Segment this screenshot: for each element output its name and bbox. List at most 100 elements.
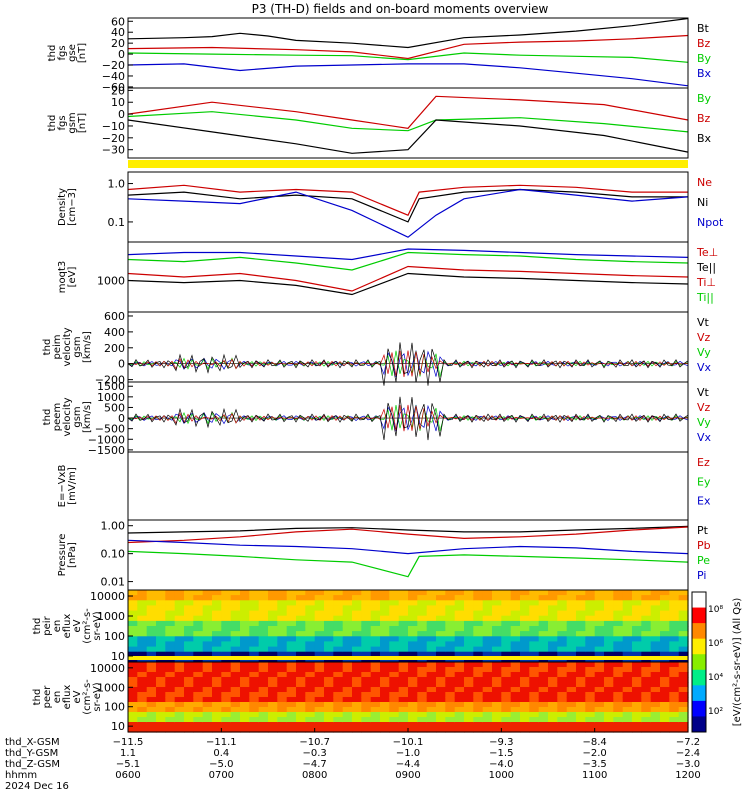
y-axis-label: [eV]	[67, 267, 78, 288]
heatmap-cell	[622, 610, 633, 617]
heatmap-cell	[146, 595, 157, 601]
heatmap-cell	[594, 672, 605, 678]
heatmap-cell	[520, 722, 530, 728]
heatmap-cell	[230, 590, 241, 596]
heatmap-cell	[426, 717, 437, 723]
heatmap-cell	[464, 620, 474, 627]
heatmap-cell	[669, 727, 680, 733]
heatmap-cell	[370, 631, 381, 637]
heatmap-cell	[342, 717, 353, 723]
heatmap-cell	[277, 610, 288, 617]
heatmap-cell	[268, 687, 278, 693]
panel-frame	[127, 381, 689, 453]
heatmap-cell	[520, 605, 530, 612]
heatmap-cell	[408, 595, 418, 601]
heatmap-cell	[408, 727, 418, 733]
heatmap-cell	[324, 677, 334, 683]
heatmap-cell	[296, 727, 306, 733]
y-axis-label: [cm−3]	[67, 188, 78, 226]
series-Te||	[127, 272, 689, 296]
heatmap-cell	[492, 600, 502, 606]
heatmap-cell	[557, 717, 568, 723]
heatmap-cell	[529, 610, 540, 617]
heatmap-cell	[622, 626, 633, 632]
heatmap-cell	[380, 722, 390, 728]
colorbar-tick-label: 10⁶	[708, 639, 723, 649]
heatmap-cell	[361, 595, 372, 601]
heatmap-cell	[464, 687, 474, 693]
heatmap-cell	[445, 600, 456, 606]
heatmap-cell	[389, 651, 400, 658]
heatmap-cell	[529, 682, 540, 688]
heatmap-cell	[156, 672, 166, 678]
heatmap-cell	[454, 722, 465, 728]
heatmap-cell	[333, 641, 344, 648]
heatmap-cell	[557, 692, 568, 698]
heatmap-cell	[156, 620, 166, 627]
legend-Vy: Vy	[697, 346, 711, 359]
heatmap-cell	[212, 697, 222, 703]
legend-Ez: Ez	[697, 456, 710, 469]
heatmap-cell	[342, 605, 353, 612]
heatmap-cell	[622, 722, 633, 728]
heatmap-cell	[501, 646, 512, 653]
heatmap-cell	[286, 692, 297, 698]
heatmap-cell	[184, 697, 194, 703]
heatmap-cell	[454, 600, 465, 606]
heatmap-cell	[501, 595, 512, 601]
heatmap-cell	[408, 697, 418, 703]
heatmap-cell	[426, 651, 437, 658]
heatmap-cell	[212, 646, 222, 653]
heatmap-cell	[660, 687, 670, 693]
heatmap-cell	[426, 722, 437, 728]
heatmap-cell	[510, 672, 521, 678]
heatmap-cell	[380, 667, 390, 673]
heatmap-cell	[305, 605, 316, 612]
heatmap-cell	[678, 722, 689, 728]
heatmap-cell	[249, 590, 260, 596]
heatmap-cell	[464, 722, 474, 728]
heatmap-cell	[660, 631, 670, 637]
legend-Bx: Bx	[697, 132, 712, 145]
heatmap-cell	[557, 605, 568, 612]
heatmap-cell	[566, 672, 577, 678]
heatmap-cell	[324, 595, 334, 601]
heatmap-cell	[604, 651, 614, 658]
y-axis-label: peim	[52, 334, 63, 359]
heatmap-cell	[408, 677, 418, 683]
heatmap-cell	[268, 641, 278, 648]
heatmap-cell	[594, 682, 605, 688]
heatmap-cell	[473, 662, 484, 668]
heatmap-cell	[454, 662, 465, 668]
heatmap-cell	[529, 712, 540, 718]
heatmap-cell	[230, 712, 241, 718]
heatmap-cell	[174, 610, 185, 617]
heatmap-cell	[492, 697, 502, 703]
heatmap-cell	[650, 712, 661, 718]
heatmap-cell	[576, 672, 586, 678]
heatmap-cell	[454, 717, 465, 723]
colorbar-segment	[692, 638, 706, 655]
heatmap-cell	[370, 615, 381, 622]
heatmap-cell	[258, 677, 269, 683]
heatmap-cell	[492, 636, 502, 642]
heatmap-cell	[660, 722, 670, 728]
heatmap-cell	[212, 707, 222, 713]
heatmap-cell	[529, 707, 540, 713]
heatmap-cell	[454, 615, 465, 622]
heatmap-cell	[473, 727, 484, 733]
heatmap-cell	[660, 605, 670, 612]
x-tick-label: −5.0	[209, 759, 233, 770]
heatmap-cell	[249, 605, 260, 612]
heatmap-cell	[258, 605, 269, 612]
heatmap-cell	[454, 641, 465, 648]
heatmap-cell	[249, 727, 260, 733]
heatmap-cell	[510, 697, 521, 703]
heatmap-cell	[548, 677, 558, 683]
heatmap-cell	[146, 590, 157, 596]
series-Te⊥	[127, 265, 689, 292]
heatmap-cell	[156, 707, 166, 713]
heatmap-cell	[137, 600, 148, 606]
heatmap-cell	[529, 667, 540, 673]
heatmap-cell	[165, 651, 176, 658]
